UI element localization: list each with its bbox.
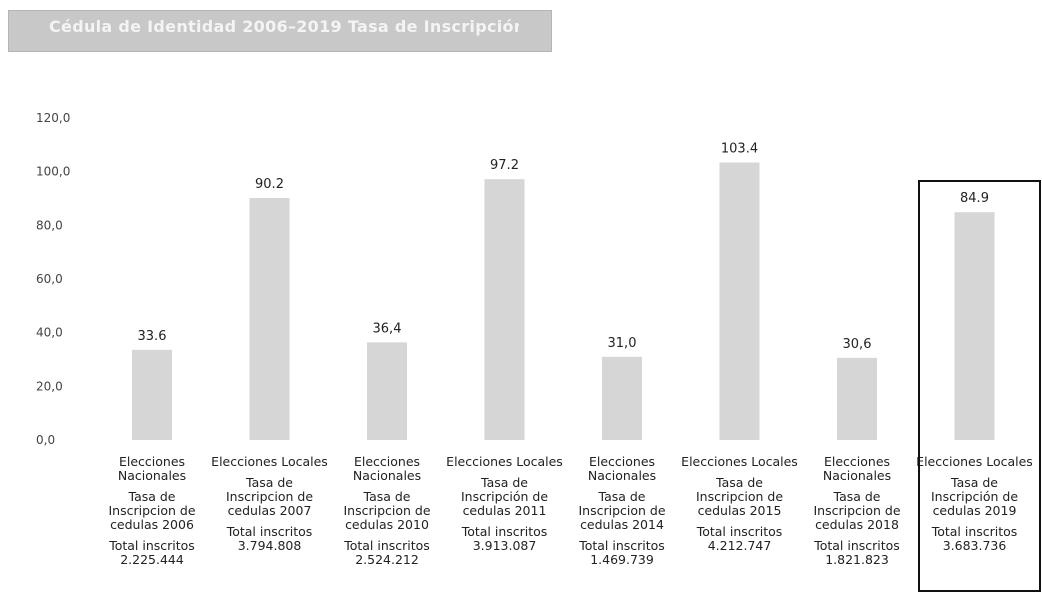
category-total-text: Total inscritos 3.683.736 <box>931 524 1018 553</box>
y-tick-label: 20,0 <box>36 379 63 393</box>
chart-title: Cédula de Identidad 2006–2019 Tasa de In… <box>49 17 519 36</box>
data-label: 97.2 <box>490 158 519 173</box>
category-rate-text: Tasa de Inscripción de cedulas 2019 <box>930 475 1019 518</box>
category-election-text: Elecciones Locales <box>916 454 1033 469</box>
data-label: 31,0 <box>608 336 637 351</box>
y-tick-label: 40,0 <box>36 326 63 340</box>
bar <box>484 179 525 440</box>
category-rate-text: Tasa de Inscripcion de cedulas 2018 <box>813 489 901 532</box>
y-tick-label: 60,0 <box>36 272 63 286</box>
category-label: Elecciones Locales Tasa de Inscripción de… <box>446 455 564 560</box>
category-label: Elecciones Locales Tasa de Inscripcion de… <box>681 455 799 560</box>
data-label: 103.4 <box>721 142 758 157</box>
data-label: 90.2 <box>255 177 284 192</box>
category-rate-text: Tasa de Inscripcion de cedulas 2015 <box>695 475 784 518</box>
category-rate-text: Tasa de Inscripcion de cedulas 2006 <box>108 489 196 532</box>
category-total-text: Total inscritos 2.225.444 <box>109 538 195 567</box>
category-rate-text: Tasa de Inscripcion de cedulas 2010 <box>343 489 431 532</box>
category-election-text: Elecciones Locales <box>211 454 328 469</box>
bar <box>132 349 172 440</box>
category-label: Elecciones Nacionales Tasa de Inscripcion… <box>93 455 211 574</box>
category-total-text: Total inscritos 3.913.087 <box>461 524 548 553</box>
category-total-text: Total inscritos 1.469.739 <box>579 538 665 567</box>
category-election-text: Elecciones Nacionales <box>587 454 657 483</box>
data-label: 30,6 <box>843 337 872 352</box>
category-label: Elecciones Nacionales Tasa de Inscripcion… <box>563 455 681 574</box>
category-label: Elecciones Locales Tasa de Inscripcion de… <box>211 455 329 560</box>
category-election-text: Elecciones Nacionales <box>117 454 187 483</box>
category-election-text: Elecciones Nacionales <box>822 454 892 483</box>
category-rate-text: Tasa de Inscripcion de cedulas 2014 <box>578 489 666 532</box>
category-rate-text: Tasa de Inscripcion de cedulas 2007 <box>225 475 314 518</box>
data-label: 84.9 <box>960 191 989 206</box>
data-label: 33.6 <box>138 329 167 344</box>
bar <box>367 342 407 440</box>
category-election-text: Elecciones Locales <box>446 454 563 469</box>
bar <box>249 197 290 440</box>
y-tick-label: 120,0 <box>36 111 70 125</box>
category-rate-text: Tasa de Inscripción de cedulas 2011 <box>460 475 549 518</box>
category-label: Elecciones Locales Tasa de Inscripción de… <box>916 455 1034 560</box>
category-label: Elecciones Nacionales Tasa de Inscripcion… <box>798 455 916 574</box>
y-tick-label: 80,0 <box>36 218 63 232</box>
bar <box>719 162 760 440</box>
chart-title-banner: Cédula de Identidad 2006–2019 Tasa de In… <box>8 10 552 52</box>
category-total-text: Total inscritos 4.212.747 <box>696 524 783 553</box>
y-tick-label: 100,0 <box>36 165 70 179</box>
y-tick-label: 0,0 <box>36 433 55 447</box>
category-election-text: Elecciones Locales <box>681 454 798 469</box>
highlight-box-2019 <box>918 180 1041 592</box>
bar <box>602 356 642 440</box>
category-total-text: Total inscritos 2.524.212 <box>344 538 430 567</box>
bar <box>954 212 995 440</box>
category-total-text: Total inscritos 1.821.823 <box>814 538 900 567</box>
bar <box>837 357 877 440</box>
category-election-text: Elecciones Nacionales <box>352 454 422 483</box>
category-label: Elecciones Nacionales Tasa de Inscripcion… <box>328 455 446 574</box>
data-label: 36,4 <box>373 321 402 336</box>
category-total-text: Total inscritos 3.794.808 <box>226 524 313 553</box>
